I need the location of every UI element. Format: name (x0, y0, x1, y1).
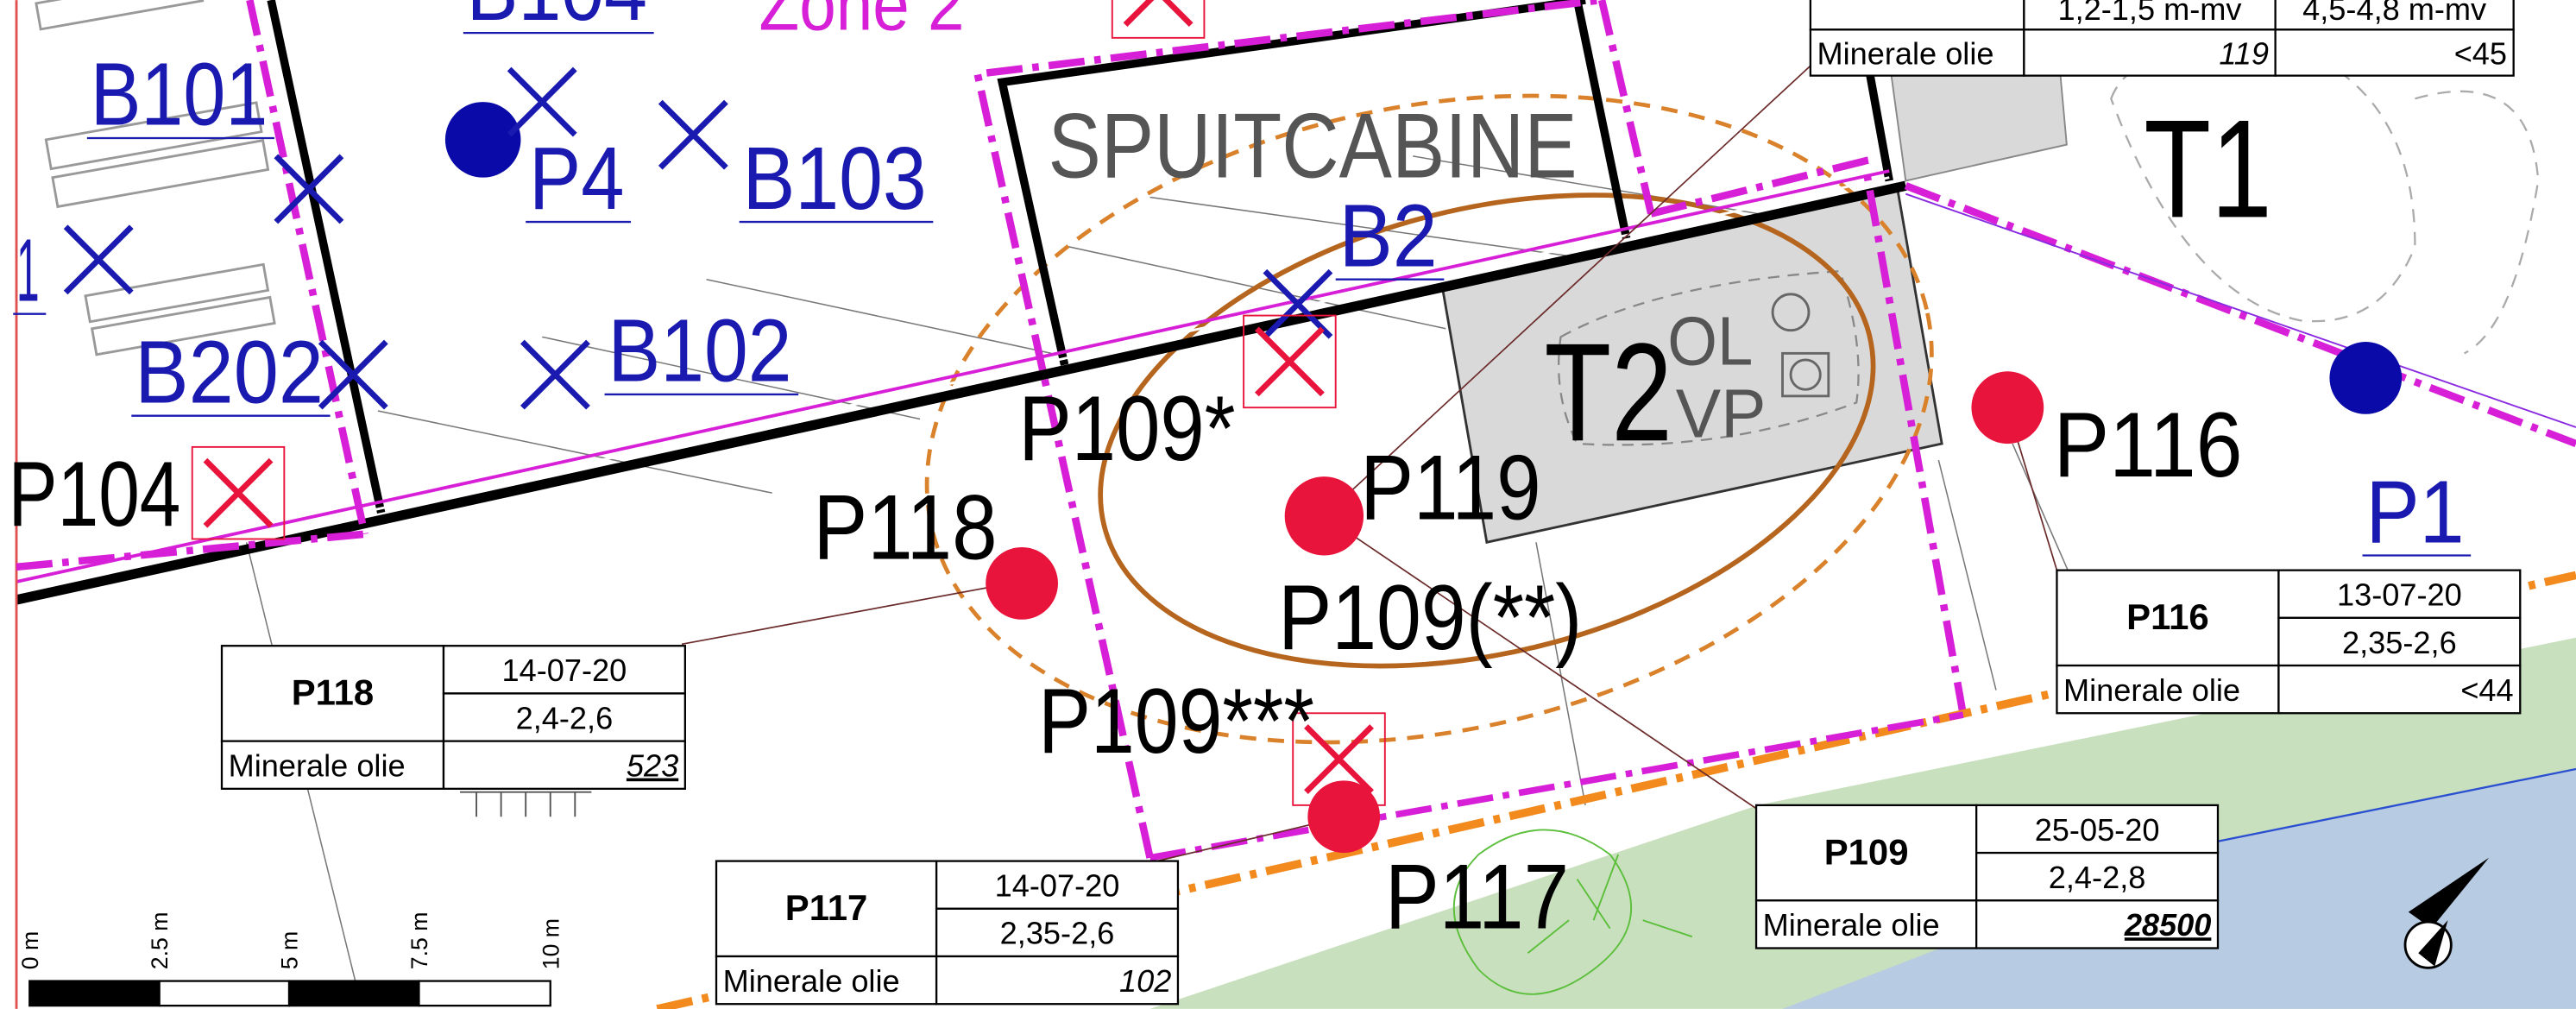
sample-point (1285, 476, 1364, 555)
table-text: 2,35-2,6 (1000, 916, 1115, 951)
map-label: T1 (2144, 91, 2271, 247)
map-label: P1 (2365, 462, 2464, 561)
map-label: SPUITCABINE (1049, 94, 1578, 198)
table-text: 2,4-2,8 (2049, 860, 2146, 895)
map-label: P117 (1385, 845, 1569, 949)
map-label: P116 (2054, 393, 2243, 496)
table-text: Minerale olie (229, 748, 406, 784)
table-text: 14-07-20 (995, 868, 1120, 904)
map-label: P104 (9, 442, 181, 545)
scale-label: 10 m (538, 918, 564, 969)
map-label: OL (1667, 303, 1753, 380)
scale-label: 2.5 m (147, 912, 173, 970)
table-text: 13-07-20 (2337, 577, 2462, 613)
scale-segment (419, 981, 550, 1006)
table-text: 28500 (2124, 907, 2212, 943)
table-text: Minerale olie (723, 963, 900, 999)
table-text: 2,4-2,6 (516, 700, 614, 735)
table-text: 2,35-2,6 (2342, 625, 2457, 660)
site-plan: B104Zone 2B101P4B103SPUITCABINET11B2T2OL… (0, 0, 2576, 1009)
scale-label: 5 m (277, 931, 303, 969)
table-text: <45 (2454, 35, 2507, 71)
map-label: B101 (91, 45, 268, 144)
map-label: T2 (1544, 315, 1672, 470)
map-label: B202 (135, 322, 324, 421)
table-text: P109 (1824, 831, 1909, 872)
scale-label: 0 m (17, 931, 43, 969)
sample-point (1971, 371, 2044, 444)
table-cell (1811, 0, 2024, 29)
table-text: 14-07-20 (502, 653, 627, 688)
table-text: 25-05-20 (2035, 812, 2160, 848)
map-label: P109* (1018, 376, 1235, 480)
table-text: P117 (785, 887, 868, 928)
table-text: 4,5-4,8 m-mv (2302, 0, 2486, 27)
map-label: B102 (608, 301, 791, 400)
scale-segment (29, 981, 159, 1006)
table-text: 523 (627, 748, 678, 784)
table-text: P118 (292, 672, 375, 713)
table-text: 1,2-1,5 m-mv (2058, 0, 2242, 27)
table-text: Minerale olie (1817, 35, 1993, 71)
map-label: P119 (1360, 436, 1540, 539)
map-label: P109(**) (1278, 565, 1582, 669)
map-label: P118 (813, 475, 997, 578)
map-label: VP (1676, 375, 1767, 451)
map-label: B103 (742, 129, 926, 228)
table-text: <44 (2460, 672, 2513, 708)
table-text: P116 (2126, 596, 2209, 637)
scale-segment (160, 981, 289, 1006)
table-text: Minerale olie (2063, 672, 2240, 708)
table-text: 119 (2219, 35, 2269, 71)
map-label: Zone 2 (759, 0, 965, 46)
map-label: 1 (16, 220, 40, 319)
sample-point (445, 102, 521, 178)
sample-point (2329, 342, 2402, 414)
page: {"labels": ["B104", "Zone 2", "B101", "P… (0, 0, 2576, 1009)
scale-segment (289, 981, 419, 1006)
map-label: P4 (529, 129, 624, 228)
map-label: P109*** (1038, 669, 1314, 773)
table-text: Minerale olie (1763, 907, 1940, 943)
scale-label: 7.5 m (406, 912, 432, 970)
table-text: 102 (1119, 963, 1171, 999)
map-label: B2 (1339, 186, 1438, 285)
